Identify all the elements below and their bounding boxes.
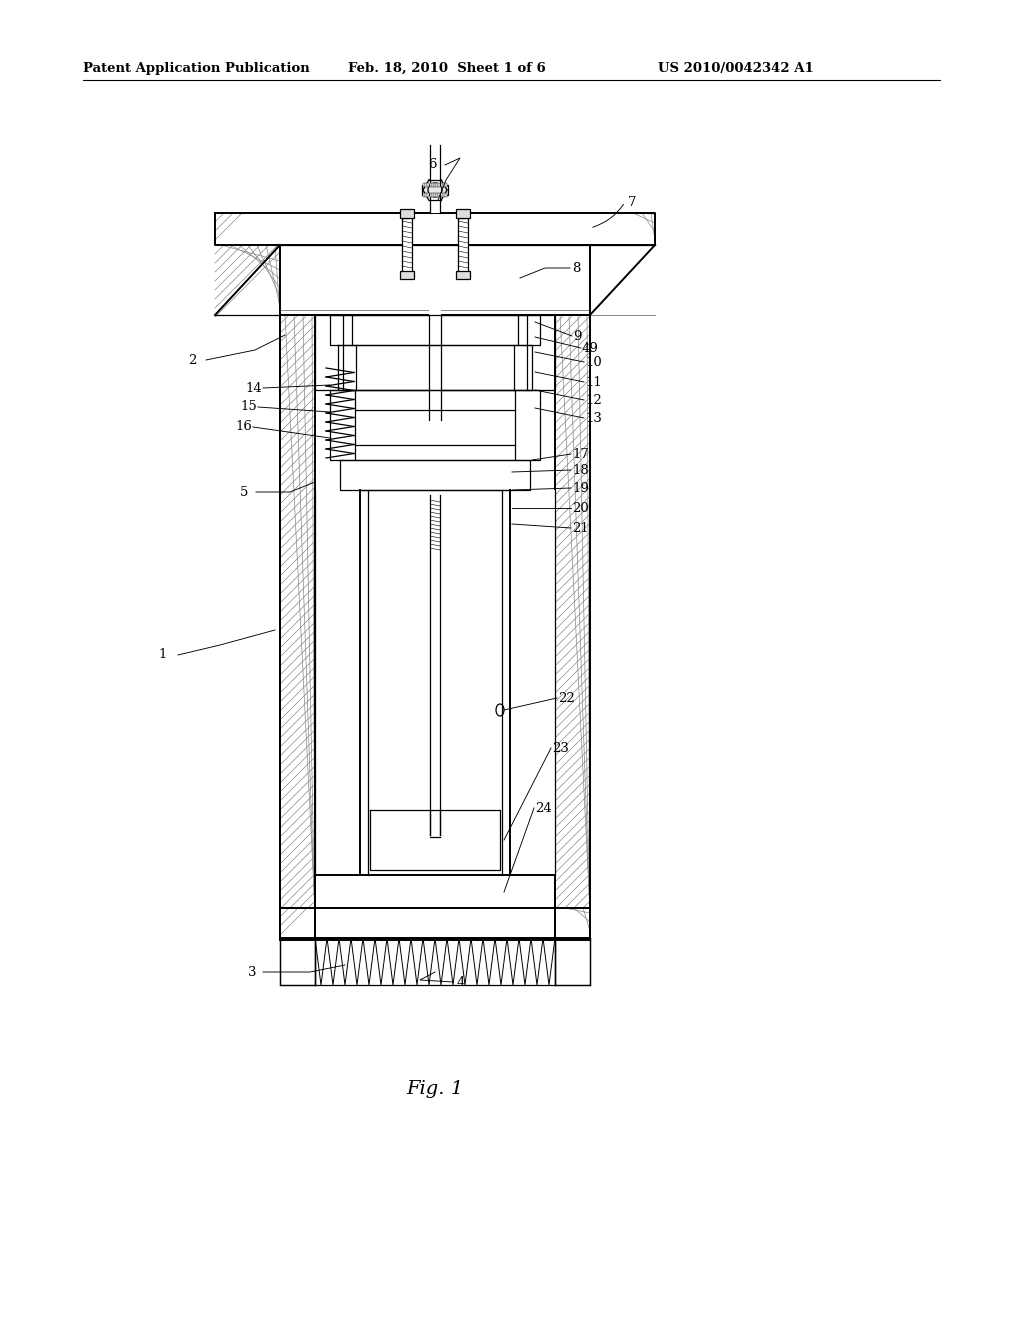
Bar [508, 459, 530, 490]
Bar [434, 183, 436, 187]
Bar [427, 183, 429, 187]
Bar [430, 495, 440, 830]
Bar [432, 193, 434, 197]
Bar [458, 218, 468, 273]
Bar [400, 271, 414, 279]
Bar [445, 193, 447, 197]
Bar [427, 193, 429, 197]
Bar [280, 939, 315, 985]
Bar [402, 218, 412, 273]
Bar [280, 315, 315, 940]
Text: 5: 5 [240, 486, 249, 499]
Bar [527, 315, 555, 389]
Bar [340, 459, 362, 490]
Polygon shape [215, 246, 280, 315]
Text: 49: 49 [582, 342, 599, 355]
Bar [555, 315, 590, 940]
Text: 18: 18 [572, 463, 589, 477]
Bar [315, 490, 360, 875]
Bar [315, 939, 555, 985]
Polygon shape [590, 246, 655, 315]
Bar [440, 183, 442, 187]
Bar [510, 490, 555, 875]
Bar [368, 490, 502, 875]
Bar [430, 193, 431, 197]
Text: 15: 15 [241, 400, 257, 413]
Bar [280, 908, 590, 939]
Bar [315, 315, 343, 389]
Text: 24: 24 [535, 801, 552, 814]
Text: 23: 23 [552, 742, 569, 755]
Text: 14: 14 [246, 381, 262, 395]
Bar [436, 183, 438, 187]
Bar [510, 389, 540, 459]
Bar [280, 939, 315, 985]
Text: 22: 22 [558, 692, 574, 705]
Bar [400, 209, 414, 218]
Bar [555, 939, 590, 985]
Bar [456, 209, 470, 218]
Text: 20: 20 [572, 502, 589, 515]
Bar [438, 193, 440, 197]
Bar [425, 193, 427, 197]
Bar [352, 315, 518, 345]
Bar [390, 389, 510, 459]
Bar [438, 183, 440, 187]
Text: 12: 12 [585, 393, 602, 407]
Text: 7: 7 [628, 195, 637, 209]
Bar [432, 183, 434, 187]
Bar [356, 345, 514, 389]
Bar [423, 193, 425, 197]
Text: 19: 19 [572, 482, 589, 495]
Bar [215, 213, 655, 246]
Text: 6: 6 [428, 158, 436, 172]
Bar [514, 345, 532, 389]
Text: 8: 8 [572, 261, 581, 275]
Bar [422, 185, 449, 195]
Bar [518, 315, 540, 345]
Bar [338, 345, 356, 389]
Bar [315, 875, 555, 908]
Text: Feb. 18, 2010  Sheet 1 of 6: Feb. 18, 2010 Sheet 1 of 6 [348, 62, 546, 75]
Text: 3: 3 [248, 965, 256, 978]
Text: 9: 9 [573, 330, 582, 342]
Bar [423, 183, 425, 187]
Bar [456, 271, 470, 279]
Bar [510, 490, 555, 875]
Bar [436, 193, 438, 197]
Bar [445, 183, 447, 187]
Text: 10: 10 [585, 355, 602, 368]
Text: 2: 2 [188, 354, 197, 367]
Bar [343, 315, 527, 389]
Text: 4: 4 [457, 975, 465, 989]
Text: US 2010/0042342 A1: US 2010/0042342 A1 [658, 62, 814, 75]
Text: 17: 17 [572, 447, 589, 461]
Text: 16: 16 [236, 421, 252, 433]
Bar [425, 183, 427, 187]
Bar [434, 193, 436, 197]
Bar [330, 315, 352, 345]
Bar [430, 145, 440, 213]
Text: 21: 21 [572, 521, 589, 535]
Text: Patent Application Publication: Patent Application Publication [83, 62, 309, 75]
Bar [442, 183, 444, 187]
Bar [280, 247, 590, 310]
Text: Fig. 1: Fig. 1 [407, 1080, 464, 1098]
Bar [362, 459, 508, 490]
Bar [555, 939, 590, 985]
Bar [430, 183, 431, 187]
Bar [370, 810, 500, 870]
Bar [315, 490, 360, 875]
Text: 1: 1 [158, 648, 166, 661]
Text: 13: 13 [585, 412, 602, 425]
Bar [315, 315, 555, 940]
Text: 11: 11 [585, 375, 602, 388]
Bar [330, 389, 390, 459]
Bar [429, 310, 441, 405]
Bar [442, 193, 444, 197]
Bar [440, 193, 442, 197]
